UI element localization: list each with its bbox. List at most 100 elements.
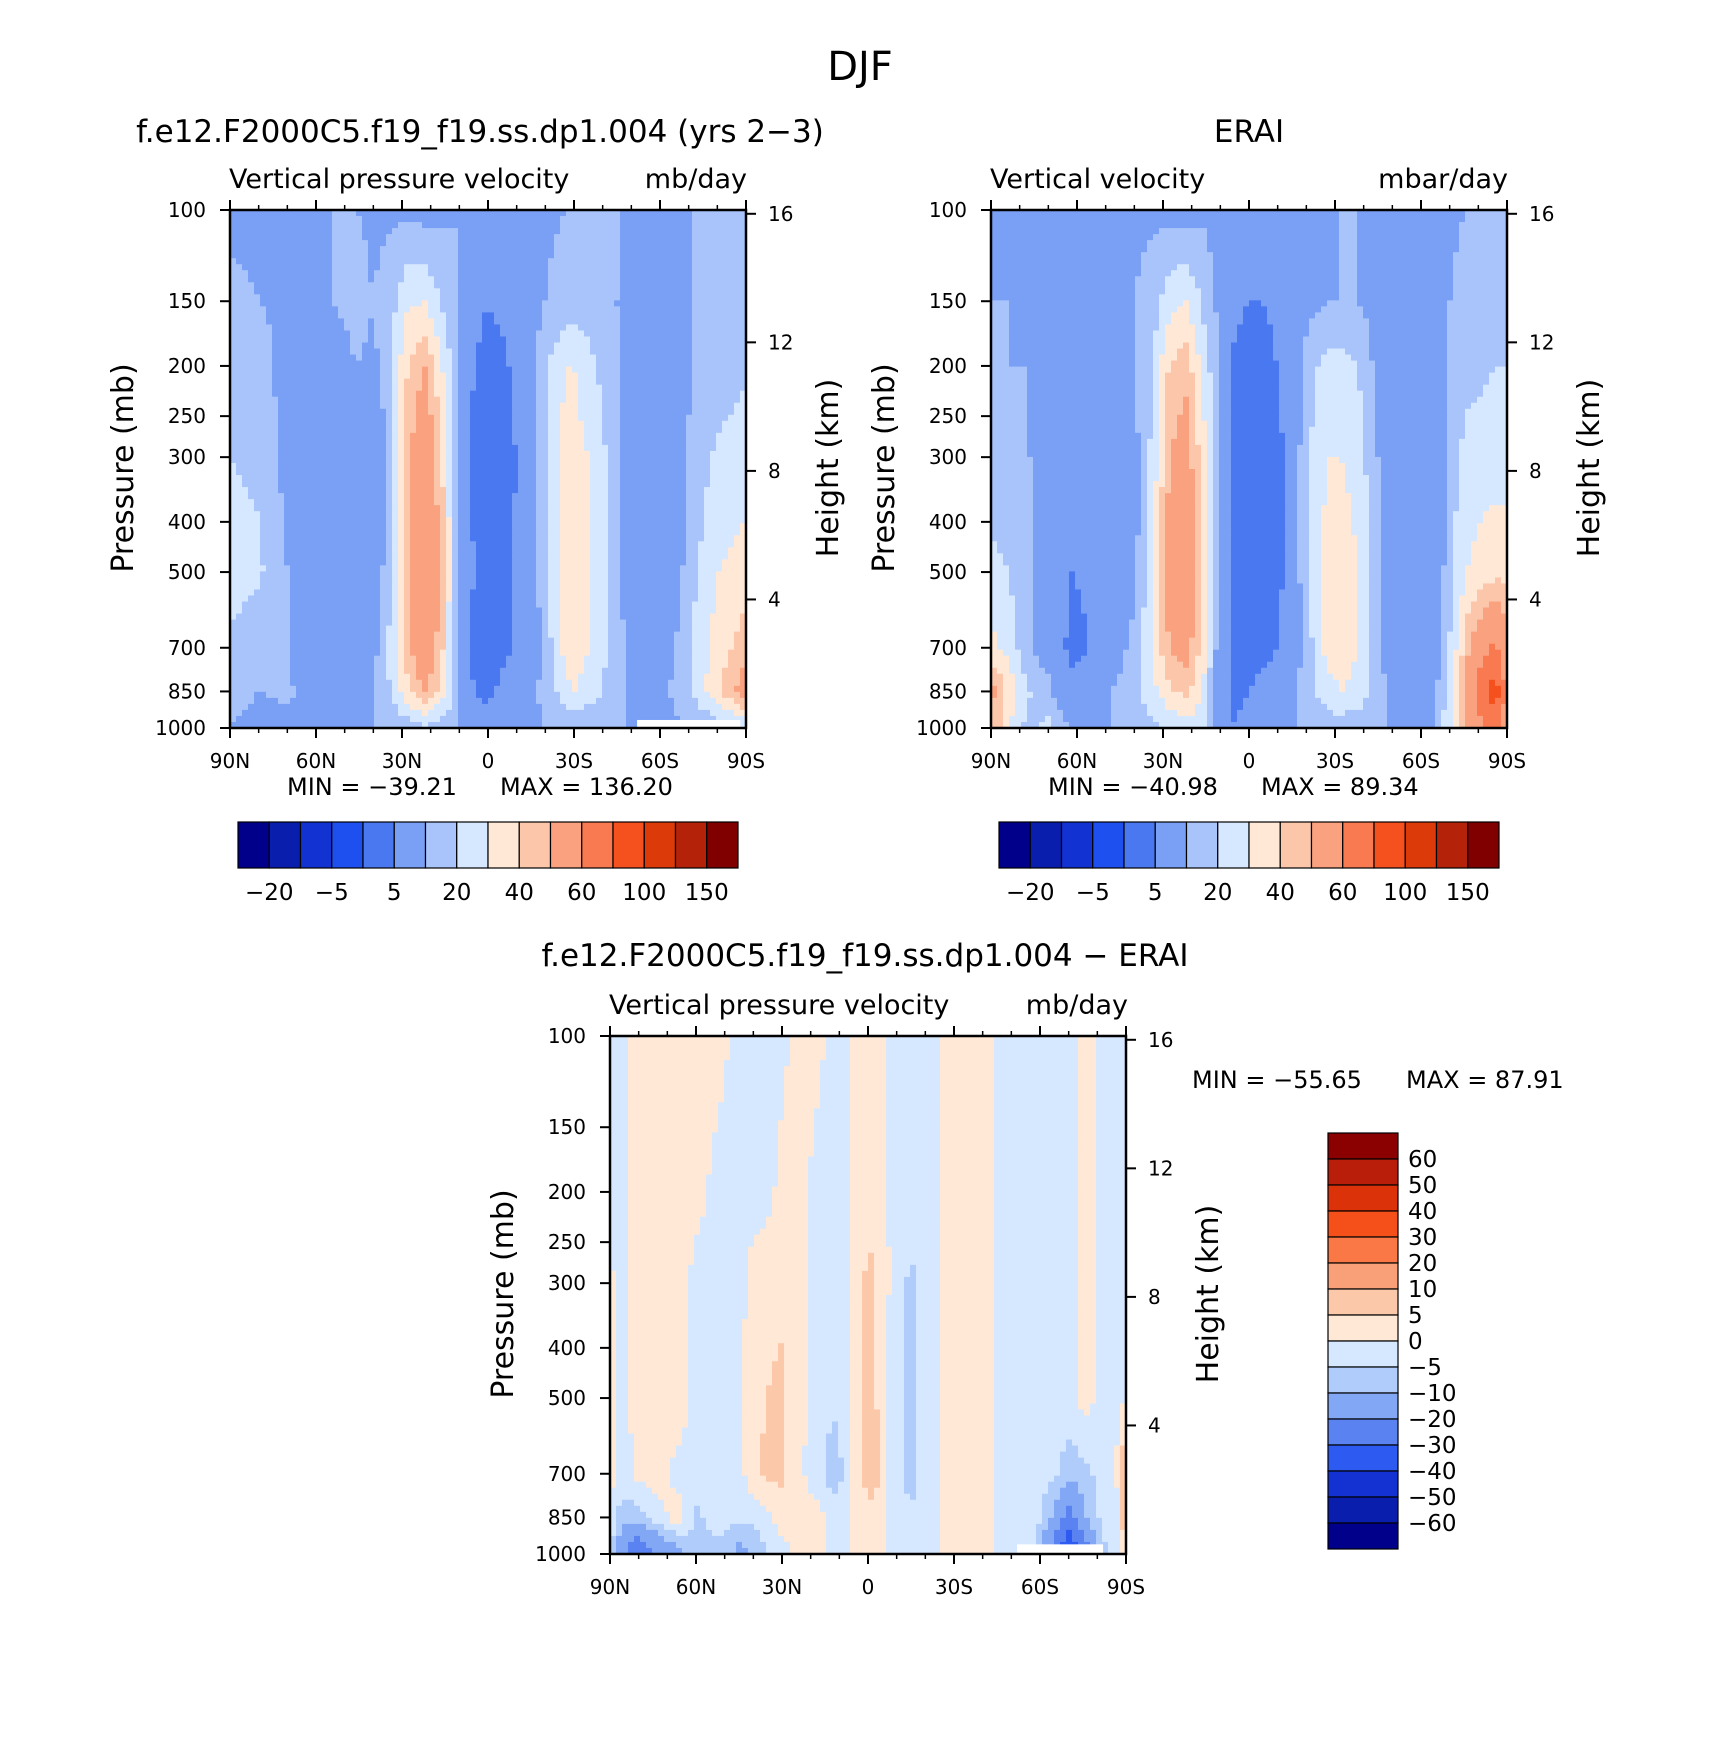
heatmap-cell	[554, 372, 561, 380]
heatmap-cell	[674, 216, 681, 223]
heatmap-cell	[704, 240, 711, 247]
heatmap-cell	[686, 288, 693, 295]
heatmap-cell	[458, 535, 465, 542]
heatmap-cell	[314, 264, 321, 271]
heatmap-cell	[230, 276, 237, 283]
heatmap-cell	[350, 378, 357, 386]
heatmap-cell	[404, 511, 411, 518]
heatmap-cell	[566, 450, 573, 458]
heatmap-cell	[332, 264, 339, 271]
heatmap-cell	[602, 499, 609, 506]
heatmap-cell	[554, 246, 561, 253]
heatmap-cell	[608, 505, 615, 512]
heatmap-cell	[398, 456, 405, 464]
heatmap-cell	[530, 462, 537, 470]
heatmap-cell	[392, 210, 399, 217]
heatmap-cell	[338, 553, 345, 560]
heatmap-cell	[458, 456, 465, 464]
heatmap-cell	[512, 481, 519, 488]
heatmap-cell	[590, 499, 597, 506]
heatmap-cell	[584, 444, 591, 452]
heatmap-cell	[530, 420, 537, 428]
heatmap-cell	[560, 432, 567, 440]
heatmap-cell	[506, 222, 513, 229]
heatmap-cell	[464, 402, 471, 410]
heatmap-cell	[500, 450, 507, 458]
heatmap-cell	[554, 529, 561, 536]
heatmap-cell	[548, 462, 555, 470]
heatmap-cell	[404, 264, 411, 271]
heatmap-cell	[536, 288, 543, 295]
heatmap-cell	[728, 469, 735, 476]
heatmap-cell	[716, 426, 723, 434]
heatmap-cell	[512, 408, 519, 416]
heatmap-cell	[266, 276, 273, 283]
heatmap-cell	[410, 414, 417, 422]
heatmap-cell	[314, 258, 321, 265]
heatmap-cell	[590, 469, 597, 476]
heatmap-cell	[692, 354, 699, 362]
heatmap-cell	[680, 511, 687, 518]
heatmap-cell	[392, 294, 399, 301]
heatmap-cell	[230, 378, 237, 386]
heatmap-cell	[374, 234, 381, 241]
heatmap-cell	[428, 426, 435, 434]
heatmap-cell	[410, 276, 417, 283]
heatmap-cell	[728, 475, 735, 482]
heatmap-cell	[626, 210, 633, 217]
heatmap-cell	[416, 414, 423, 422]
heatmap-cell	[536, 438, 543, 446]
heatmap-cell	[728, 312, 735, 320]
heatmap-cell	[338, 264, 345, 271]
heatmap-cell	[476, 438, 483, 446]
heatmap-cell	[290, 426, 297, 434]
heatmap-cell	[536, 553, 543, 560]
heatmap-cell	[692, 372, 699, 380]
heatmap-cell	[482, 216, 489, 223]
heatmap-cell	[698, 276, 705, 283]
heatmap-cell	[692, 294, 699, 301]
heatmap-cell	[650, 342, 657, 350]
heatmap-cell	[392, 318, 399, 326]
heatmap-cell	[662, 372, 669, 380]
heatmap-cell	[290, 475, 297, 482]
heatmap-cell	[518, 348, 525, 356]
heatmap-cell	[362, 324, 369, 332]
heatmap-cell	[698, 505, 705, 512]
heatmap-cell	[542, 324, 549, 332]
heatmap-cell	[650, 366, 657, 374]
heatmap-cell	[332, 366, 339, 374]
heatmap-cell	[368, 300, 375, 307]
heatmap-cell	[434, 330, 441, 338]
heatmap-cell	[626, 517, 633, 524]
heatmap-cell	[260, 475, 267, 482]
heatmap-cell	[554, 384, 561, 392]
heatmap-cell	[578, 306, 585, 313]
heatmap-cell	[290, 282, 297, 289]
heatmap-cell	[458, 378, 465, 386]
heatmap-cell	[290, 318, 297, 326]
heatmap-cell	[500, 282, 507, 289]
heatmap-cell	[344, 402, 351, 410]
heatmap-cell	[248, 234, 255, 241]
heatmap-cell	[308, 270, 315, 277]
heatmap-cell	[434, 258, 441, 265]
heatmap-cell	[380, 450, 387, 458]
heatmap-cell	[548, 529, 555, 536]
heatmap-cell	[422, 420, 429, 428]
heatmap-cell	[380, 420, 387, 428]
heatmap-cell	[548, 456, 555, 464]
heatmap-cell	[350, 444, 357, 452]
heatmap-cell	[254, 216, 261, 223]
heatmap-cell	[614, 300, 621, 307]
heatmap-cell	[704, 511, 711, 518]
heatmap-cell	[626, 505, 633, 512]
heatmap-cell	[410, 553, 417, 560]
heatmap-cell	[326, 228, 333, 235]
heatmap-cell	[464, 228, 471, 235]
heatmap-cell	[458, 408, 465, 416]
heatmap-cell	[272, 360, 279, 368]
heatmap-cell	[722, 372, 729, 380]
heatmap-cell	[662, 228, 669, 235]
heatmap-cell	[704, 294, 711, 301]
